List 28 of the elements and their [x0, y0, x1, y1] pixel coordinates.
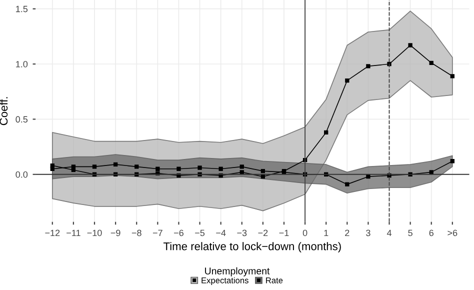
x-tick-label: >6 [448, 230, 458, 236]
x-tick-label: −12 [45, 230, 60, 236]
legend-label: Expectations [202, 277, 248, 285]
x-tick-label: −4 [216, 230, 226, 236]
x-tick-label: 4 [386, 230, 392, 236]
x-tick-label: 1 [324, 230, 328, 236]
x-tick-label: −8 [132, 230, 142, 236]
x-tick-label: 0 [302, 230, 308, 236]
x-tick-label: −10 [87, 230, 102, 236]
x-tick-label: −6 [174, 230, 184, 236]
y-tick-label: 0.5 [16, 116, 28, 123]
x-tick-label: −1 [279, 230, 289, 236]
x-tick-label: −2 [258, 230, 268, 236]
x-tick-label: −3 [237, 230, 247, 236]
x-tick-label: −7 [152, 230, 162, 236]
x-axis-title: Time relative to lock−down (months) [163, 242, 341, 252]
y-tick-label: 1.0 [16, 60, 28, 68]
x-tick-label: −5 [195, 230, 205, 236]
x-tick-label: 2 [345, 230, 350, 236]
legend-title: Unemployment [205, 267, 270, 276]
x-tick-label: 6 [429, 230, 434, 236]
y-tick-label: 1.5 [16, 6, 28, 12]
legend-label: Rate [266, 278, 283, 284]
x-tick-label: 3 [366, 230, 370, 236]
x-tick-label: −11 [66, 230, 80, 236]
x-tick-label: −9 [110, 230, 120, 236]
x-tick-label: 5 [408, 230, 412, 236]
y-tick-label: 0.0 [16, 171, 28, 178]
